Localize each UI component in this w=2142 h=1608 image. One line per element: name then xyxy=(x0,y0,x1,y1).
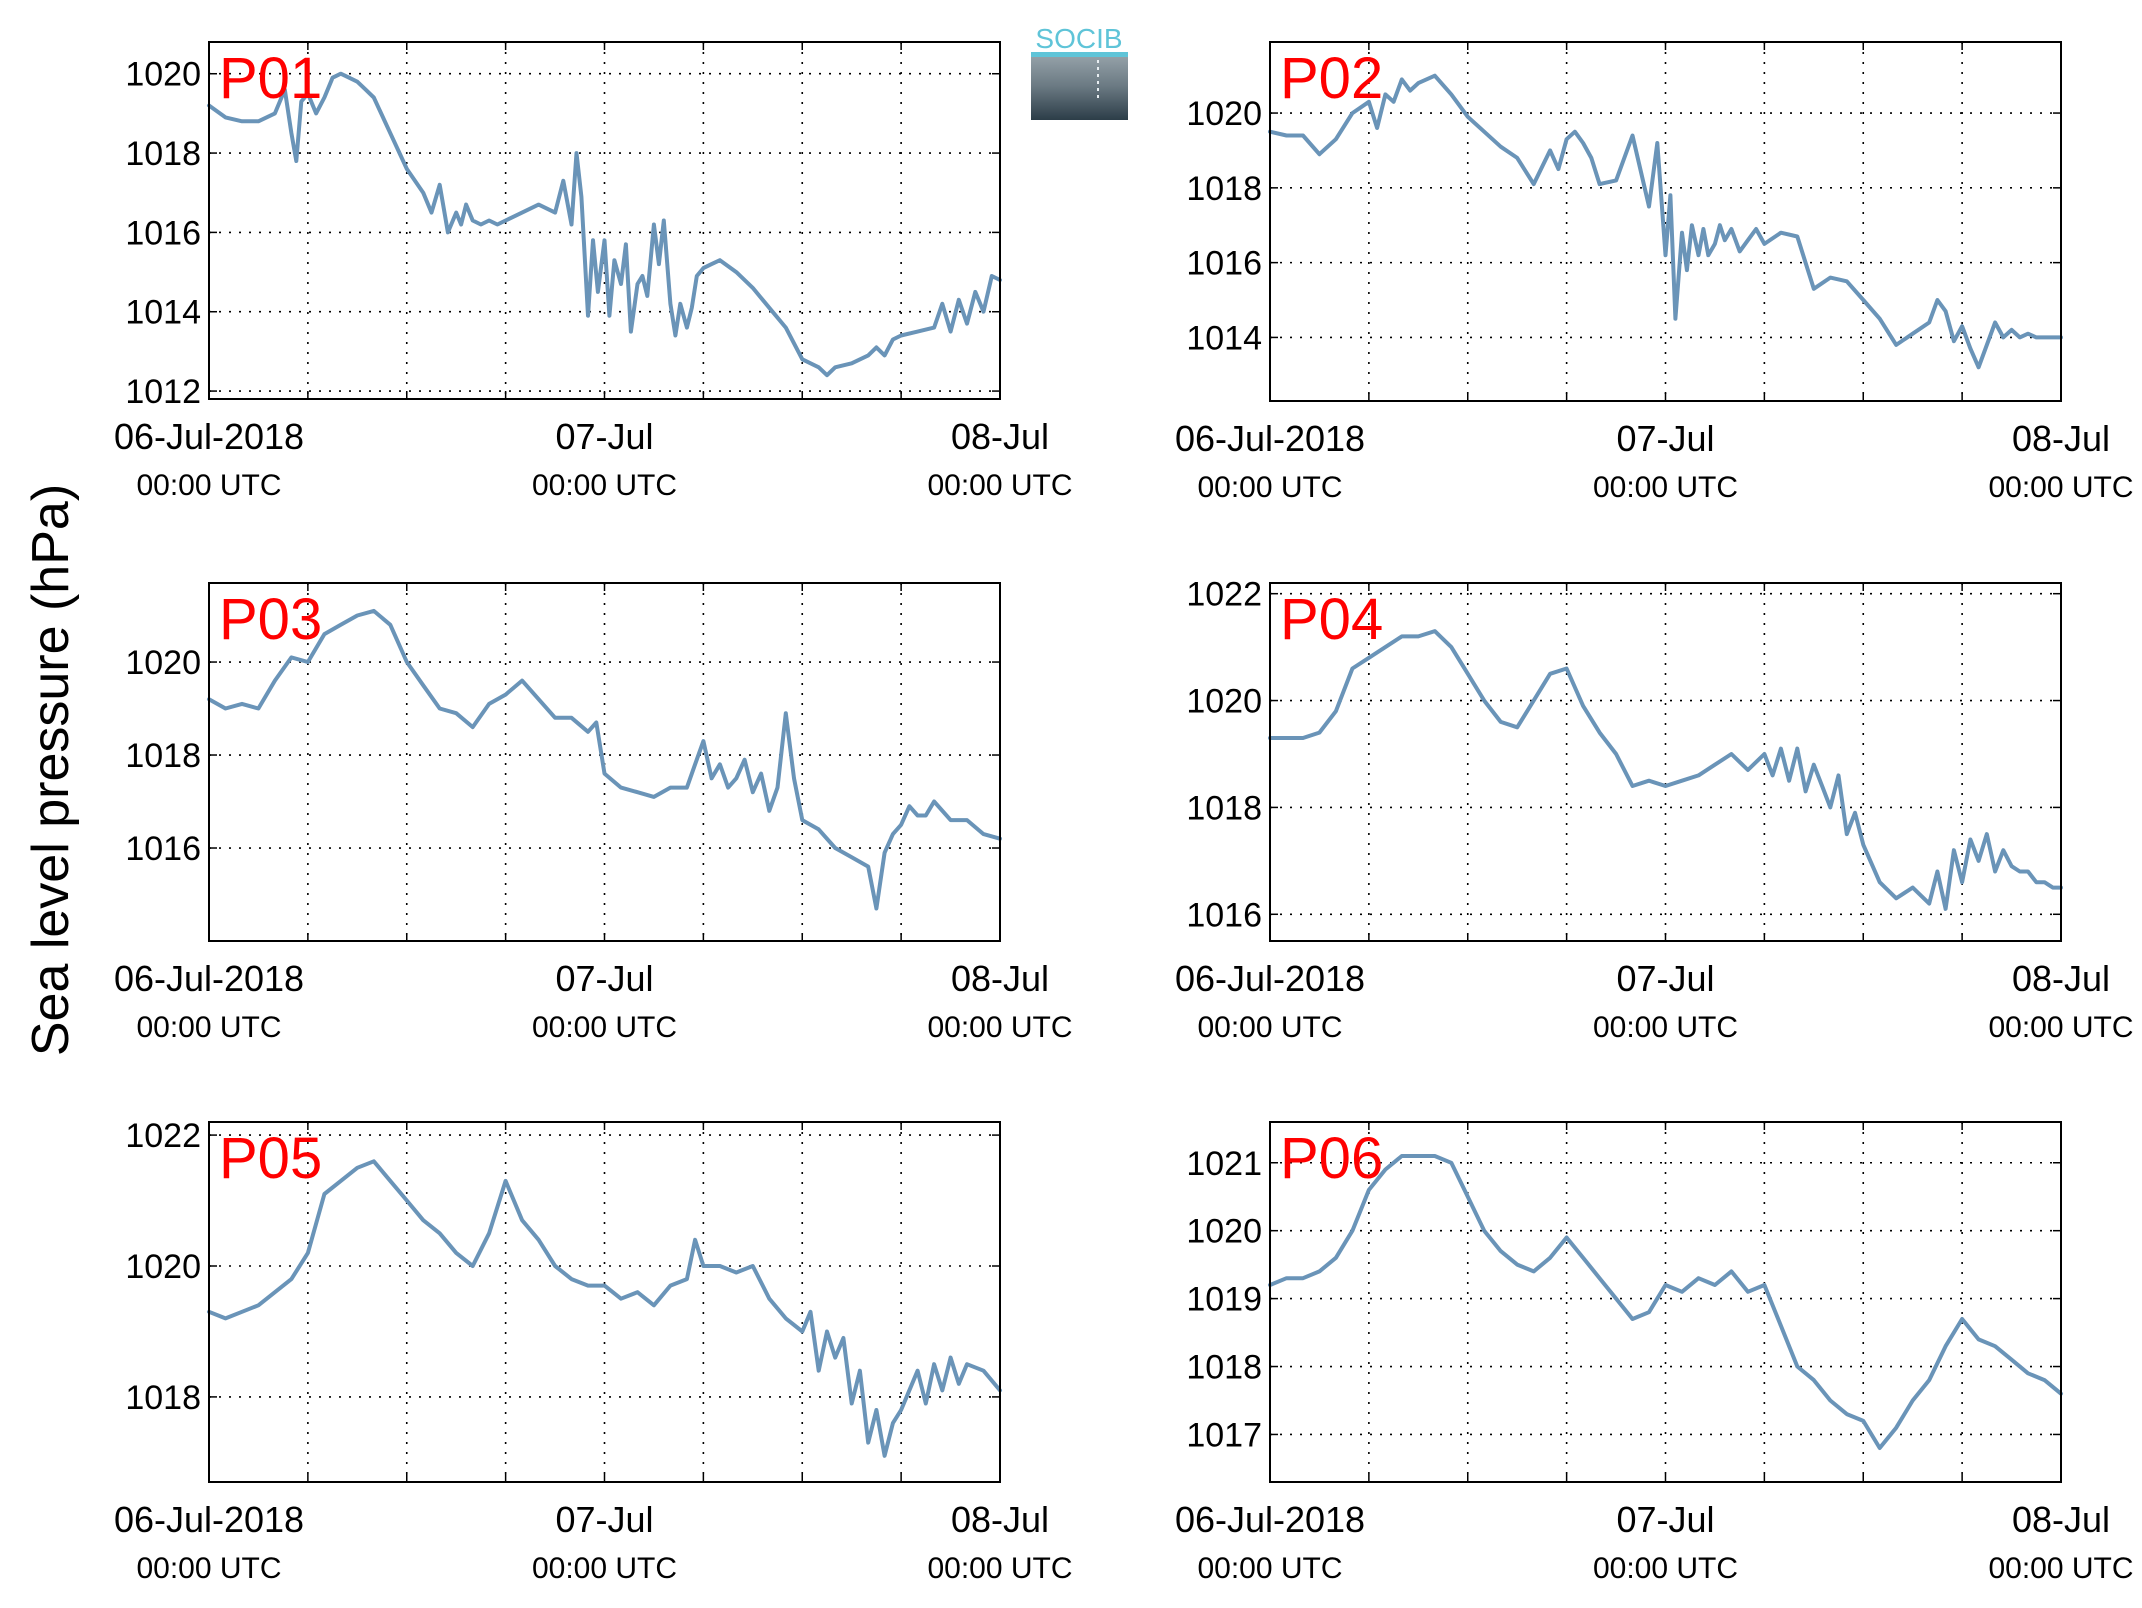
series-line xyxy=(207,608,1002,911)
y-tick-label: 1022 xyxy=(1186,576,1262,614)
x-tick-sublabel: 00:00 UTC xyxy=(532,469,677,502)
panel-label: P03 xyxy=(219,587,322,652)
y-tick-label: 1017 xyxy=(1186,1416,1262,1454)
series-line xyxy=(1268,629,2063,911)
y-axis-label: Sea level pressure (hPa) xyxy=(22,484,80,1056)
x-tick-sublabel: 00:00 UTC xyxy=(927,1011,1072,1044)
y-tick-label: 1014 xyxy=(1186,319,1262,357)
y-tick-label: 1012 xyxy=(125,373,201,411)
y-tick-label: 1020 xyxy=(125,644,201,682)
panel-p05: 1018 1020 1022 06-Jul-2018 00:00 UTC 07-Jul 00… xyxy=(114,1117,1073,1585)
x-tick-label: 06-Jul-2018 xyxy=(1175,958,1365,999)
socib-logo-text: SOCIB xyxy=(1035,23,1122,54)
series-line xyxy=(207,71,1002,378)
x-tick-label: 07-Jul xyxy=(1616,1499,1714,1540)
axes-box xyxy=(208,582,1001,942)
y-tick-label: 1020 xyxy=(125,56,201,94)
x-tick-sublabel: 00:00 UTC xyxy=(136,469,281,502)
x-tick-sublabel: 00:00 UTC xyxy=(1197,1552,1342,1585)
panel-label: P02 xyxy=(1280,46,1383,111)
x-tick-sublabel: 00:00 UTC xyxy=(1197,1011,1342,1044)
y-tick-label: 1022 xyxy=(125,1117,201,1155)
x-tick-sublabel: 00:00 UTC xyxy=(1593,1552,1738,1585)
x-tick-label: 08-Jul xyxy=(2012,1499,2110,1540)
panel-p01: 1012 1014 1016 1018 1020 06-Jul-2018 00:00 UTC… xyxy=(114,41,1073,502)
x-tick-label: 06-Jul-2018 xyxy=(114,416,304,457)
y-tick-label: 1018 xyxy=(1186,789,1262,827)
axes-box xyxy=(208,1121,1001,1483)
axes-box xyxy=(1269,582,2062,942)
x-tick-label: 08-Jul xyxy=(951,958,1049,999)
x-tick-sublabel: 00:00 UTC xyxy=(1988,1011,2133,1044)
series-line xyxy=(1268,1154,2063,1450)
x-tick-label: 06-Jul-2018 xyxy=(1175,418,1365,459)
x-tick-label: 06-Jul-2018 xyxy=(1175,1499,1365,1540)
y-tick-label: 1018 xyxy=(1186,170,1262,208)
x-tick-label: 06-Jul-2018 xyxy=(114,958,304,999)
y-tick-label: 1019 xyxy=(1186,1281,1262,1319)
panel-p04: 1016 1018 1020 1022 06-Jul-2018 00:00 UTC 07-J… xyxy=(1175,576,2134,1044)
y-tick-label: 1018 xyxy=(125,135,201,173)
socib-logo: SOCIB xyxy=(1031,23,1128,120)
y-tick-label: 1014 xyxy=(125,294,201,332)
panel-label: P05 xyxy=(219,1126,322,1191)
x-tick-sublabel: 00:00 UTC xyxy=(532,1011,677,1044)
x-tick-label: 08-Jul xyxy=(951,416,1049,457)
y-tick-label: 1018 xyxy=(125,1379,201,1417)
x-tick-sublabel: 00:00 UTC xyxy=(1988,471,2133,504)
x-tick-sublabel: 00:00 UTC xyxy=(1988,1552,2133,1585)
y-tick-label: 1016 xyxy=(1186,245,1262,283)
panel-p06: 1017 1018 1019 1020 1021 06-Jul-2018 00:00 UTC… xyxy=(1175,1121,2134,1585)
y-tick-label: 1018 xyxy=(125,737,201,775)
x-tick-label: 08-Jul xyxy=(2012,418,2110,459)
y-tick-label: 1016 xyxy=(1186,896,1262,934)
series-line xyxy=(1268,73,2063,370)
y-tick-label: 1020 xyxy=(1186,683,1262,721)
x-tick-sublabel: 00:00 UTC xyxy=(532,1552,677,1585)
x-tick-sublabel: 00:00 UTC xyxy=(927,469,1072,502)
axes-box xyxy=(208,41,1001,400)
y-tick-label: 1020 xyxy=(1186,1213,1262,1251)
panel-label: P06 xyxy=(1280,1126,1383,1191)
panel-label: P01 xyxy=(219,46,322,111)
y-tick-label: 1018 xyxy=(1186,1349,1262,1387)
y-tick-label: 1020 xyxy=(1186,95,1262,133)
x-tick-sublabel: 00:00 UTC xyxy=(1593,471,1738,504)
x-tick-label: 08-Jul xyxy=(951,1499,1049,1540)
x-tick-sublabel: 00:00 UTC xyxy=(927,1552,1072,1585)
x-tick-sublabel: 00:00 UTC xyxy=(1197,471,1342,504)
x-tick-sublabel: 00:00 UTC xyxy=(136,1011,281,1044)
x-tick-label: 07-Jul xyxy=(1616,418,1714,459)
axes-box xyxy=(1269,41,2062,402)
x-tick-sublabel: 00:00 UTC xyxy=(1593,1011,1738,1044)
y-tick-label: 1016 xyxy=(125,830,201,868)
y-tick-label: 1016 xyxy=(125,214,201,252)
panel-p02: 1014 1016 1018 1020 06-Jul-2018 00:00 UTC 07-J… xyxy=(1175,41,2134,504)
x-tick-label: 07-Jul xyxy=(555,958,653,999)
axes-box xyxy=(1269,1121,2062,1483)
panel-p03: 1016 1018 1020 06-Jul-2018 00:00 UTC 07-Jul 00… xyxy=(114,582,1073,1044)
y-tick-label: 1021 xyxy=(1186,1145,1262,1183)
panel-label: P04 xyxy=(1280,587,1383,652)
x-tick-label: 07-Jul xyxy=(1616,958,1714,999)
x-tick-label: 08-Jul xyxy=(2012,958,2110,999)
x-tick-label: 06-Jul-2018 xyxy=(114,1499,304,1540)
x-tick-sublabel: 00:00 UTC xyxy=(136,1552,281,1585)
series-line xyxy=(207,1159,1002,1458)
x-tick-label: 07-Jul xyxy=(555,1499,653,1540)
x-tick-label: 07-Jul xyxy=(555,416,653,457)
y-tick-label: 1020 xyxy=(125,1248,201,1286)
